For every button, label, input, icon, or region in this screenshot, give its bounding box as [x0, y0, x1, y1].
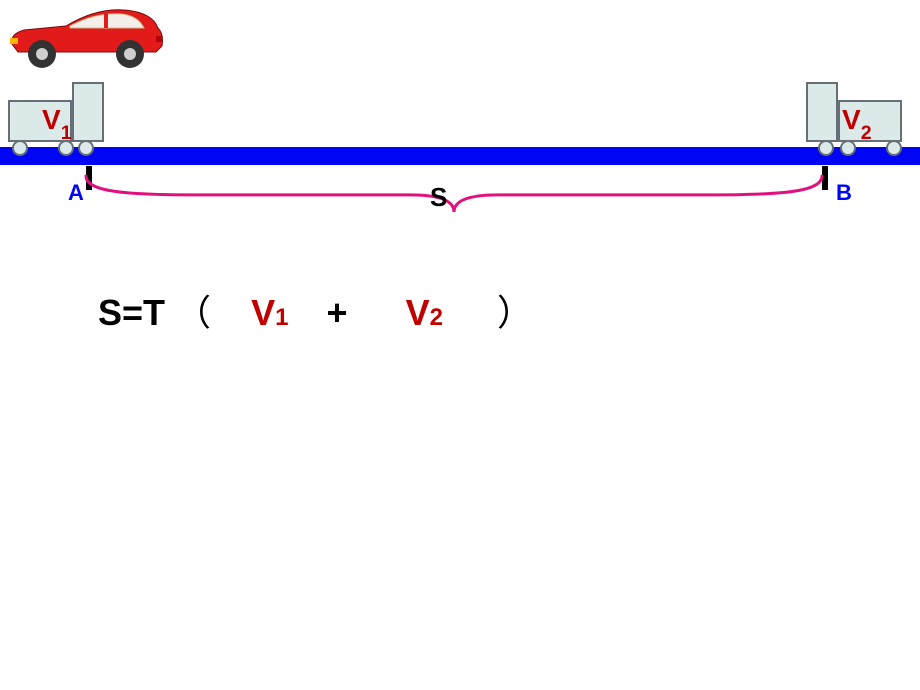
road-track — [0, 147, 920, 165]
v2-sub: 2 — [861, 122, 872, 144]
formula-v2: V2 — [406, 292, 443, 334]
formula-lparen: （ — [175, 284, 211, 336]
formula-rparen: ） — [497, 284, 533, 336]
velocity-1-label: V1 — [42, 104, 72, 142]
v2-v: V — [842, 104, 861, 135]
red-car-icon — [6, 0, 166, 72]
velocity-2-label: V2 — [842, 104, 872, 142]
formula: S=T （ V1 + V2 ） — [98, 284, 533, 336]
formula-v1: V1 — [251, 292, 288, 334]
diagram-canvas: V1 V2 A B S S=T （ V1 + V2 ） — [0, 0, 920, 690]
formula-prefix: S=T — [98, 292, 165, 334]
v1-v: V — [42, 104, 61, 135]
distance-brace — [81, 174, 827, 222]
point-b-label: B — [836, 180, 852, 206]
distance-s-label: S — [430, 182, 447, 213]
v1-sub: 1 — [61, 122, 72, 144]
formula-plus: + — [327, 292, 348, 334]
